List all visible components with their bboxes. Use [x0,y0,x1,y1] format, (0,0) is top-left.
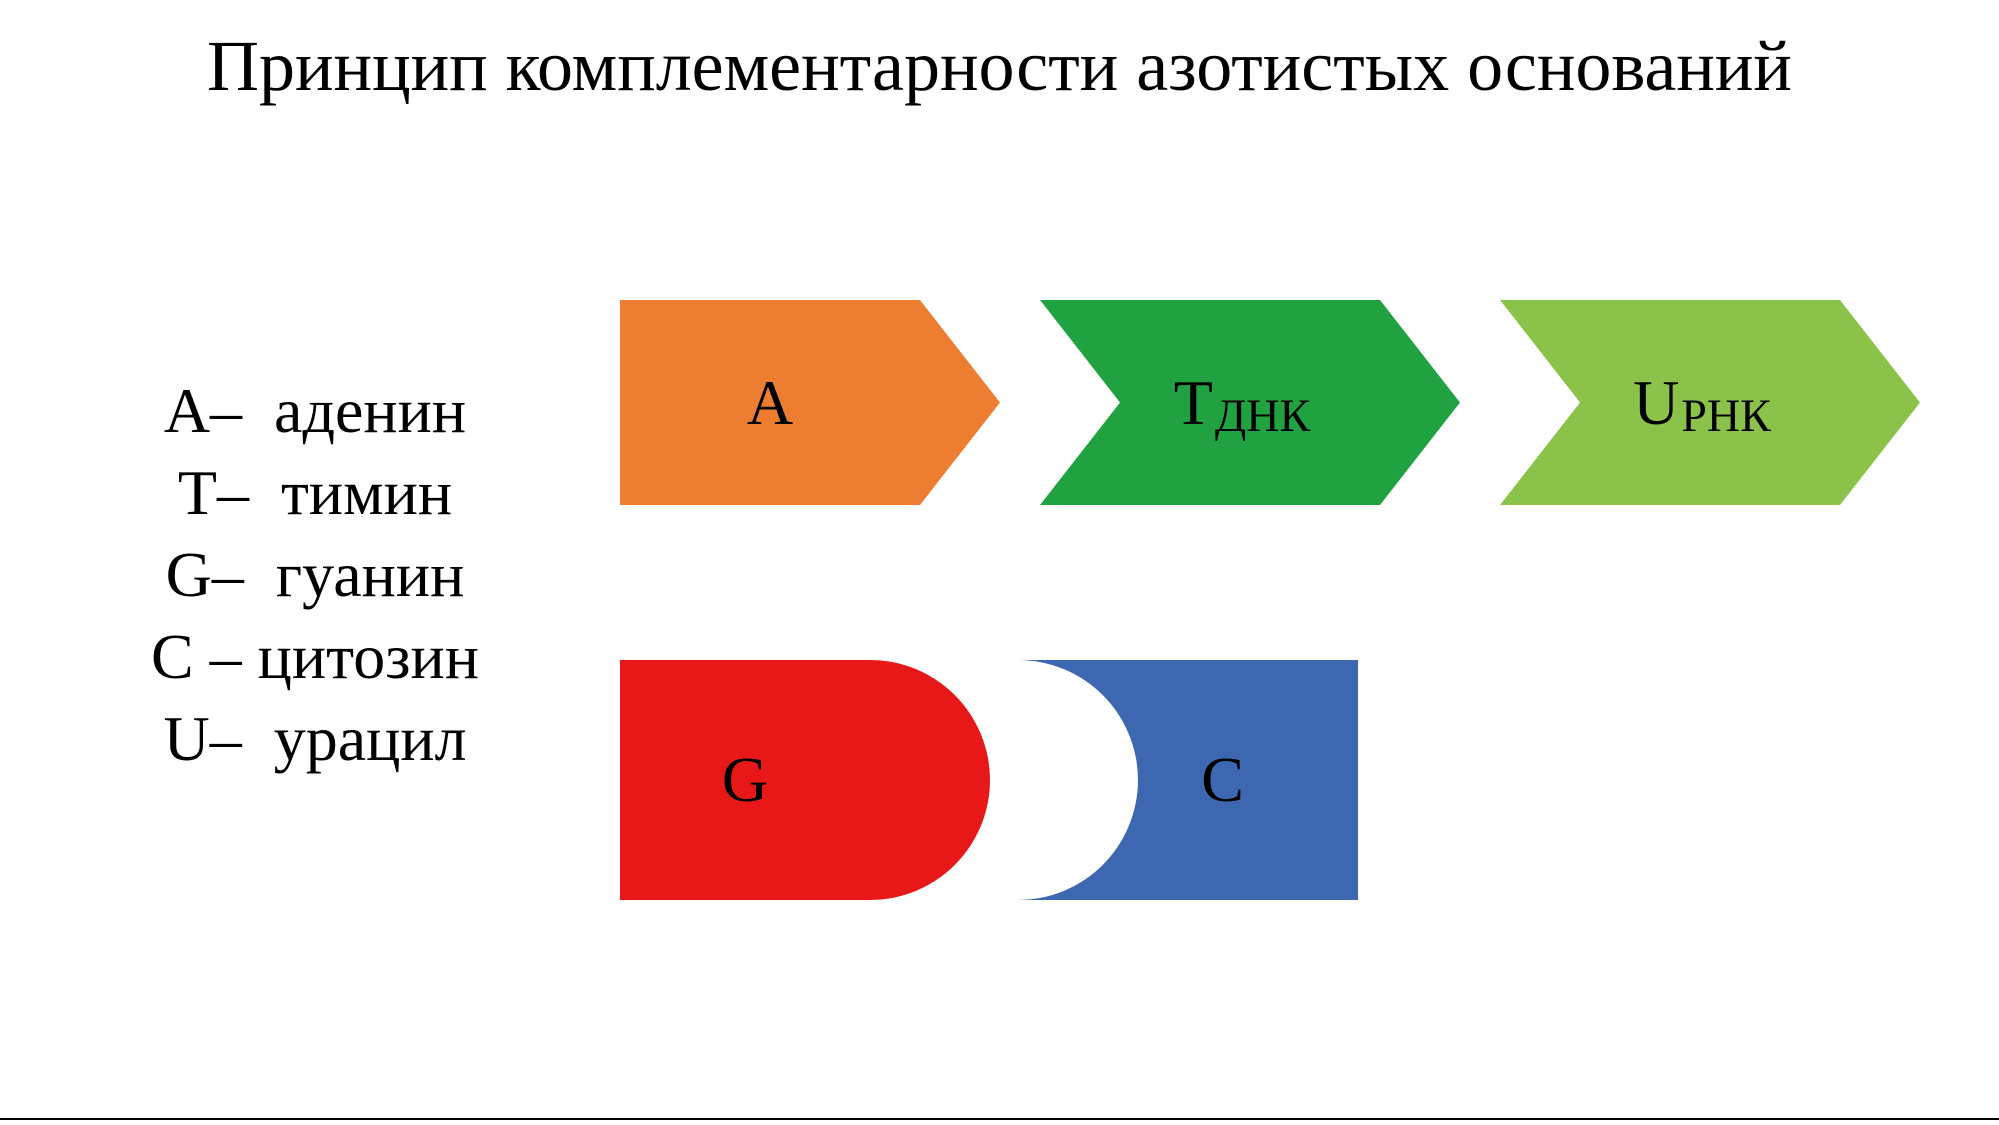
label-subscript: ДНК [1215,389,1310,442]
label-subscript: РНК [1681,389,1771,442]
label-text: U [1633,366,1679,440]
label-text: С [1201,743,1244,817]
shape-uracil-label: U РНК [1532,300,1872,505]
slide: Принцип комплементарности азотистых осно… [0,0,1999,1125]
shape-thymine-label: Т ДНК [1072,300,1412,505]
legend-item: С – цитозин [55,616,575,698]
shape-guanine-label: G [620,660,870,900]
legend: А– аденин Т– тимин G– гуанин С – цитозин… [55,370,575,780]
label-text: Т [1174,366,1213,440]
legend-item: Т– тимин [55,452,575,534]
shape-cytosine-label: С [1087,660,1358,900]
legend-item: А– аденин [55,370,575,452]
legend-item: G– гуанин [55,534,575,616]
legend-item: U– урацил [55,698,575,780]
shape-adenine-label: А [620,300,920,505]
label-text: G [722,743,768,817]
slide-title: Принцип комплементарности азотистых осно… [0,25,1999,108]
bottom-rule [0,1118,1999,1120]
label-text: А [747,366,793,440]
